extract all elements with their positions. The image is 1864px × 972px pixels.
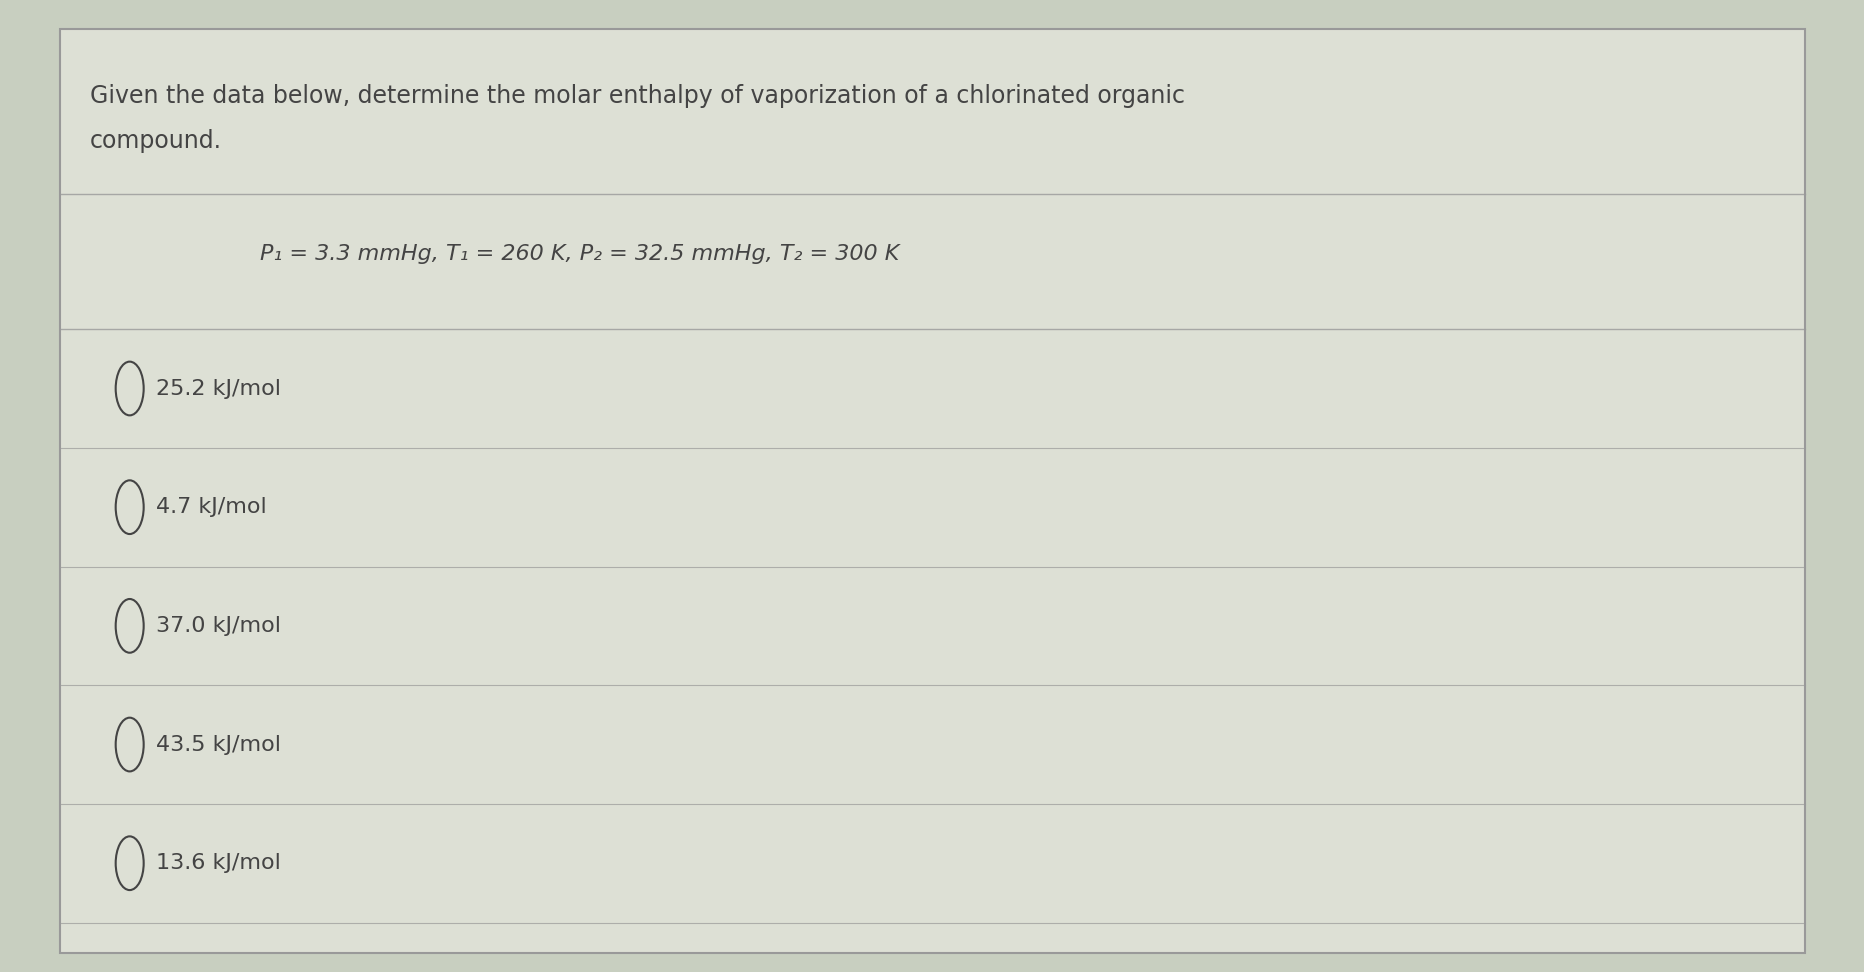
Text: compound.: compound. — [89, 129, 222, 154]
Text: Given the data below, determine the molar enthalpy of vaporization of a chlorina: Given the data below, determine the mola… — [89, 85, 1184, 108]
Text: 43.5 kJ/mol: 43.5 kJ/mol — [155, 735, 280, 754]
Text: 25.2 kJ/mol: 25.2 kJ/mol — [155, 378, 280, 399]
Text: P₁ = 3.3 mmHg, T₁ = 260 K, P₂ = 32.5 mmHg, T₂ = 300 K: P₁ = 3.3 mmHg, T₁ = 260 K, P₂ = 32.5 mmH… — [259, 244, 898, 264]
Text: 13.6 kJ/mol: 13.6 kJ/mol — [155, 853, 280, 873]
FancyBboxPatch shape — [60, 29, 1804, 953]
Text: 37.0 kJ/mol: 37.0 kJ/mol — [155, 616, 280, 636]
Text: 4.7 kJ/mol: 4.7 kJ/mol — [155, 498, 267, 517]
